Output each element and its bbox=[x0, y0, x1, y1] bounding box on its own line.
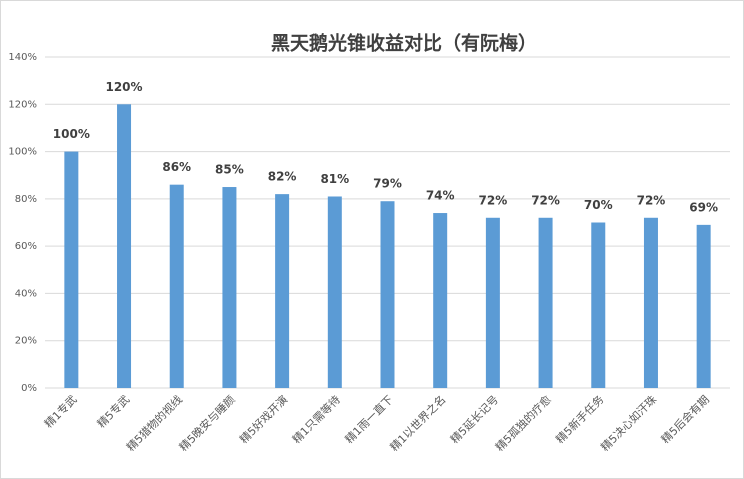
y-tick-label: 0% bbox=[21, 383, 37, 394]
data-label: 72% bbox=[637, 193, 666, 207]
y-tick-label: 100% bbox=[8, 147, 37, 158]
bar bbox=[117, 104, 132, 389]
y-tick-label: 140% bbox=[8, 52, 37, 63]
data-label: 72% bbox=[479, 193, 508, 207]
data-label: 72% bbox=[531, 193, 560, 207]
data-label: 79% bbox=[373, 177, 402, 191]
data-label: 86% bbox=[162, 160, 191, 174]
bar bbox=[380, 201, 395, 388]
bar bbox=[169, 184, 184, 388]
y-tick-label: 80% bbox=[15, 194, 37, 205]
bar bbox=[485, 217, 500, 388]
bar bbox=[538, 217, 553, 388]
data-label: 120% bbox=[105, 80, 142, 94]
bar bbox=[643, 217, 658, 388]
y-tick-label: 60% bbox=[15, 241, 37, 252]
chart-title: 黑天鹅光锥收益对比（有阮梅） bbox=[271, 32, 537, 55]
bar bbox=[64, 151, 79, 388]
data-label: 69% bbox=[689, 200, 718, 214]
data-label: 85% bbox=[215, 163, 244, 177]
bar bbox=[433, 213, 448, 388]
y-tick-label: 20% bbox=[15, 336, 37, 347]
data-label: 100% bbox=[53, 127, 90, 141]
bar bbox=[696, 224, 711, 388]
bar bbox=[327, 196, 342, 388]
bar bbox=[275, 194, 290, 388]
data-label: 70% bbox=[584, 198, 613, 212]
y-tick-label: 40% bbox=[15, 288, 37, 299]
data-label: 81% bbox=[320, 172, 349, 186]
y-tick-label: 120% bbox=[8, 99, 37, 110]
data-label: 74% bbox=[426, 189, 455, 203]
bar bbox=[222, 187, 237, 388]
bar bbox=[591, 222, 606, 388]
data-label: 82% bbox=[268, 170, 297, 184]
